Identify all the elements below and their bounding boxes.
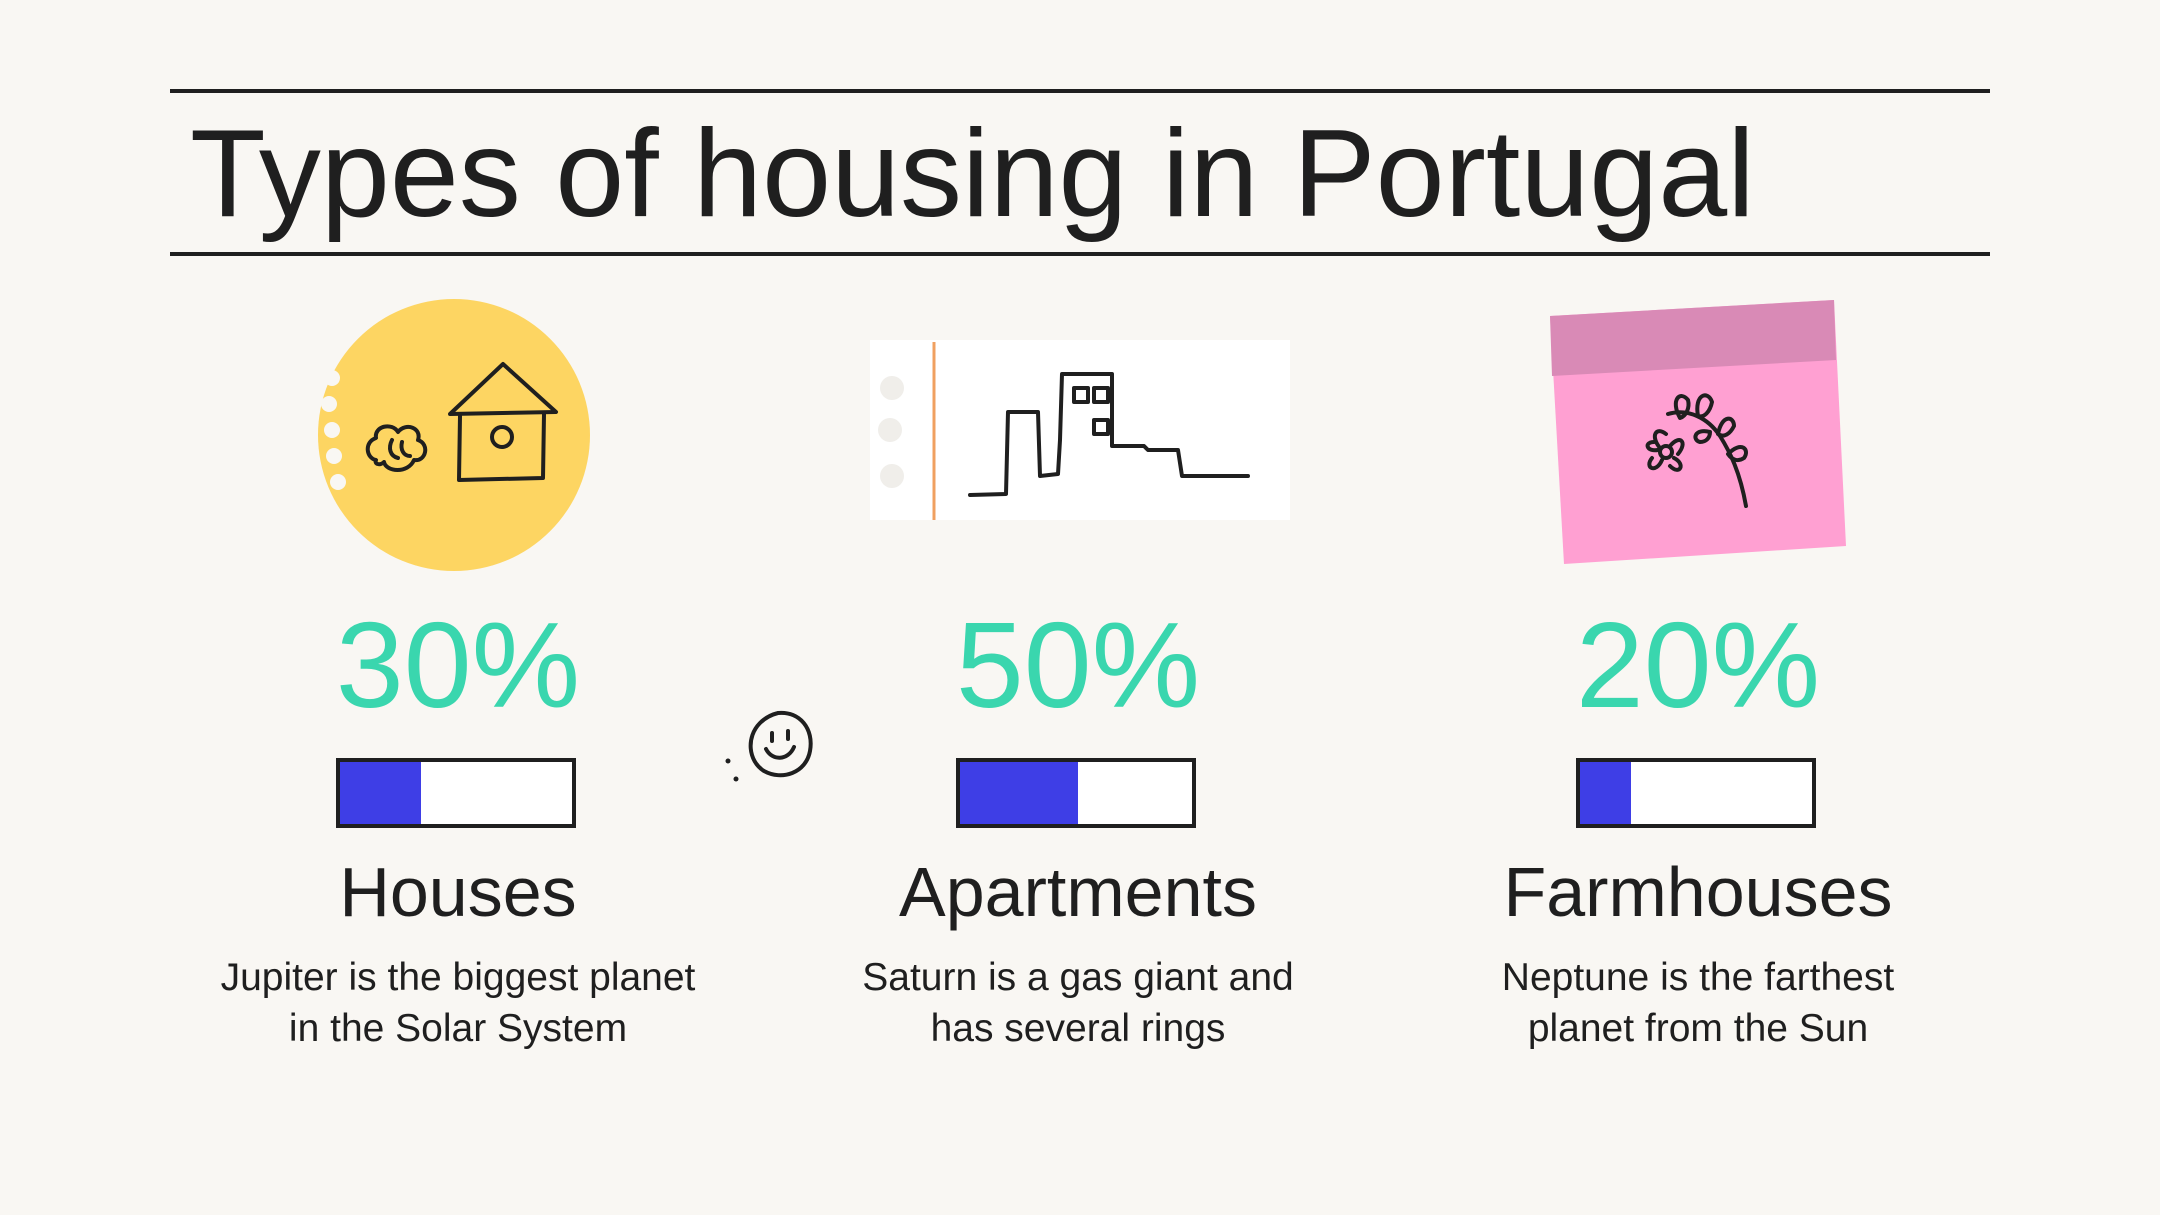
title-top-rule [170, 89, 1990, 93]
percentage-label: 50% [955, 597, 1201, 733]
percentage-label: 20% [1575, 597, 1821, 733]
housing-type-name: Apartments [899, 853, 1257, 931]
housing-description: Saturn is a gas giant and has several ri… [788, 952, 1368, 1054]
housing-description: Jupiter is the biggest planet in the Sol… [168, 952, 748, 1054]
apartment-building-icon [768, 290, 1388, 580]
housing-type-name: Farmhouses [1503, 853, 1893, 931]
smiley-face-icon [720, 705, 820, 810]
housing-description: Neptune is the farthest planet from the … [1408, 952, 1988, 1054]
progress-bar [336, 758, 576, 828]
house-and-bush-icon [148, 290, 768, 580]
progress-bar-fill [340, 762, 422, 824]
page-title: Types of housing in Portugal [190, 105, 1755, 243]
progress-bar-fill [960, 762, 1079, 824]
description-line: planet from the Sun [1527, 1007, 1869, 1050]
percentage-label: 30% [335, 597, 581, 733]
flower-branch-icon [1388, 290, 2008, 580]
title-bottom-rule [170, 252, 1990, 256]
progress-bar [956, 758, 1196, 828]
description-line: Saturn is a gas giant and [862, 956, 1294, 999]
housing-type-name: Houses [339, 853, 577, 931]
description-line: Jupiter is the biggest planet [220, 956, 696, 999]
description-line: Neptune is the farthest [1501, 956, 1895, 999]
progress-bar [1576, 758, 1816, 828]
description-line: has several rings [930, 1007, 1226, 1050]
description-line: in the Solar System [288, 1007, 628, 1050]
progress-bar-fill [1580, 762, 1632, 824]
